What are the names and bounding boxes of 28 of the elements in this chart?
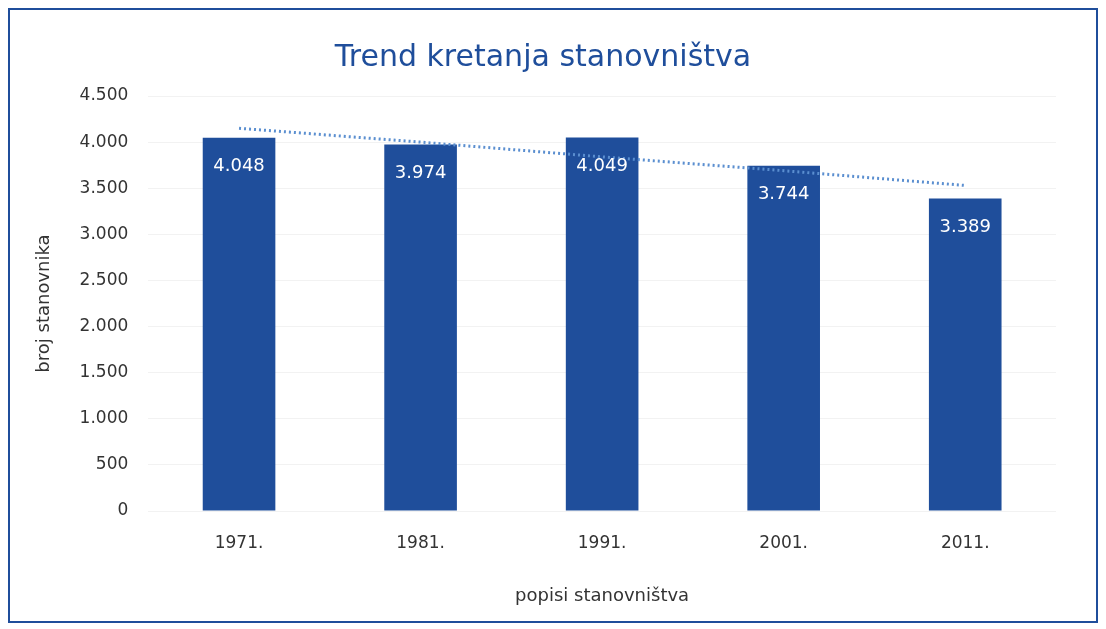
bar [747,165,820,511]
bar [202,137,276,511]
y-tick-label: 4.000 [79,130,129,151]
x-tick-label: 1981. [396,531,445,552]
y-tick-label: 0 [117,499,129,520]
x-axis-title: popisi stanovništva [515,583,690,605]
y-tick-label: 1.000 [79,407,129,428]
data-label: 4.049 [576,154,628,176]
data-label: 3.744 [757,182,810,204]
y-tick-label: 3.500 [79,176,129,197]
x-tick-label: 1991. [577,531,627,552]
x-tick-label: 2011. [940,531,990,552]
y-tick-label: 1.500 [79,361,129,382]
x-tick-label: 1971. [214,531,264,552]
x-tick-label: 2001. [759,531,809,552]
y-axis-title: broj stanovnika [32,234,54,373]
y-tick-label: 2.000 [79,314,129,335]
y-tick-label: 500 [95,453,129,474]
data-label: 4.048 [213,154,265,176]
y-tick-label: 4.500 [79,84,129,105]
data-label: 3.389 [939,215,991,237]
data-label: 3.974 [394,161,447,183]
y-tick-label: 3.000 [79,222,129,243]
chart-title: Trend kretanja stanovništva [333,37,752,73]
bar [565,137,639,511]
bar [384,144,457,511]
bar [928,198,1002,511]
y-tick-label: 2.500 [79,268,129,289]
